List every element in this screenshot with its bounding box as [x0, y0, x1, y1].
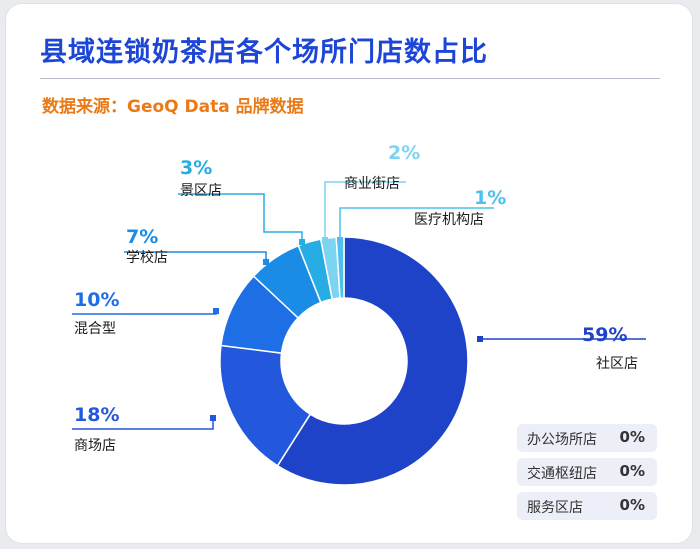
zero-item-service: 服务区店 0%	[517, 492, 657, 520]
zero-item-value: 0%	[619, 496, 645, 514]
category-label-mall: 商场店	[74, 438, 116, 454]
category-label-school: 学校店	[126, 249, 168, 266]
zero-item-value: 0%	[619, 428, 645, 446]
title-divider	[40, 78, 660, 79]
leader-line-medical	[339, 207, 494, 240]
leader-line-mixed	[72, 311, 217, 315]
slice-community	[276, 236, 469, 486]
category-label-medical: 医疗机构店	[414, 212, 484, 228]
slice-mall	[219, 344, 312, 467]
leader-dot-street	[322, 237, 328, 243]
zero-item-label: 交通枢纽店	[527, 466, 597, 482]
donut-chart: 59% 社区店 18% 商场店 10% 混合型 7%学校店 3% 景区店 2% 商业街店 1% 医疗机构…	[72, 142, 646, 486]
pct-label-street: 2%	[388, 142, 420, 164]
leader-line-street	[324, 181, 406, 240]
leader-dot-medical	[337, 237, 343, 243]
chart-title: 县域连锁奶茶店各个场所门店数占比	[40, 37, 488, 68]
leader-dot-community	[477, 336, 483, 342]
pct-label-scenic: 3%	[180, 157, 212, 179]
leader-dot-scenic	[299, 239, 305, 245]
leader-line-scenic	[178, 193, 303, 242]
pct-label-school: 7%	[126, 226, 158, 248]
zero-item-label: 服务区店	[527, 500, 583, 516]
pct-label-mall: 18%	[74, 404, 119, 426]
leader-dot-mixed	[213, 308, 219, 314]
chart-card: 县域连锁奶茶店各个场所门店数占比 数据来源：GeoQ Data 品牌数据 59%…	[6, 4, 692, 543]
zero-item-label: 办公场所店	[527, 432, 597, 448]
category-label-street: 商业街店	[344, 176, 400, 192]
leader-line-mall	[72, 418, 214, 430]
pct-label-mixed: 10%	[74, 289, 119, 311]
pct-label-medical: 1%	[474, 187, 506, 209]
pct-label-community: 59%	[582, 324, 627, 346]
zero-item-transit: 交通枢纽店 0%	[517, 458, 657, 486]
zero-item-value: 0%	[619, 462, 645, 480]
zero-item-office: 办公场所店 0%	[517, 424, 657, 452]
leader-line-school	[124, 251, 267, 262]
category-label-scenic: 景区店	[180, 183, 222, 199]
data-source: 数据来源：GeoQ Data 品牌数据	[42, 97, 304, 117]
leader-dot-mall	[210, 415, 216, 421]
leader-dot-school	[263, 259, 269, 265]
category-label-mixed: 混合型	[74, 321, 116, 337]
category-label-community: 社区店	[596, 356, 638, 372]
